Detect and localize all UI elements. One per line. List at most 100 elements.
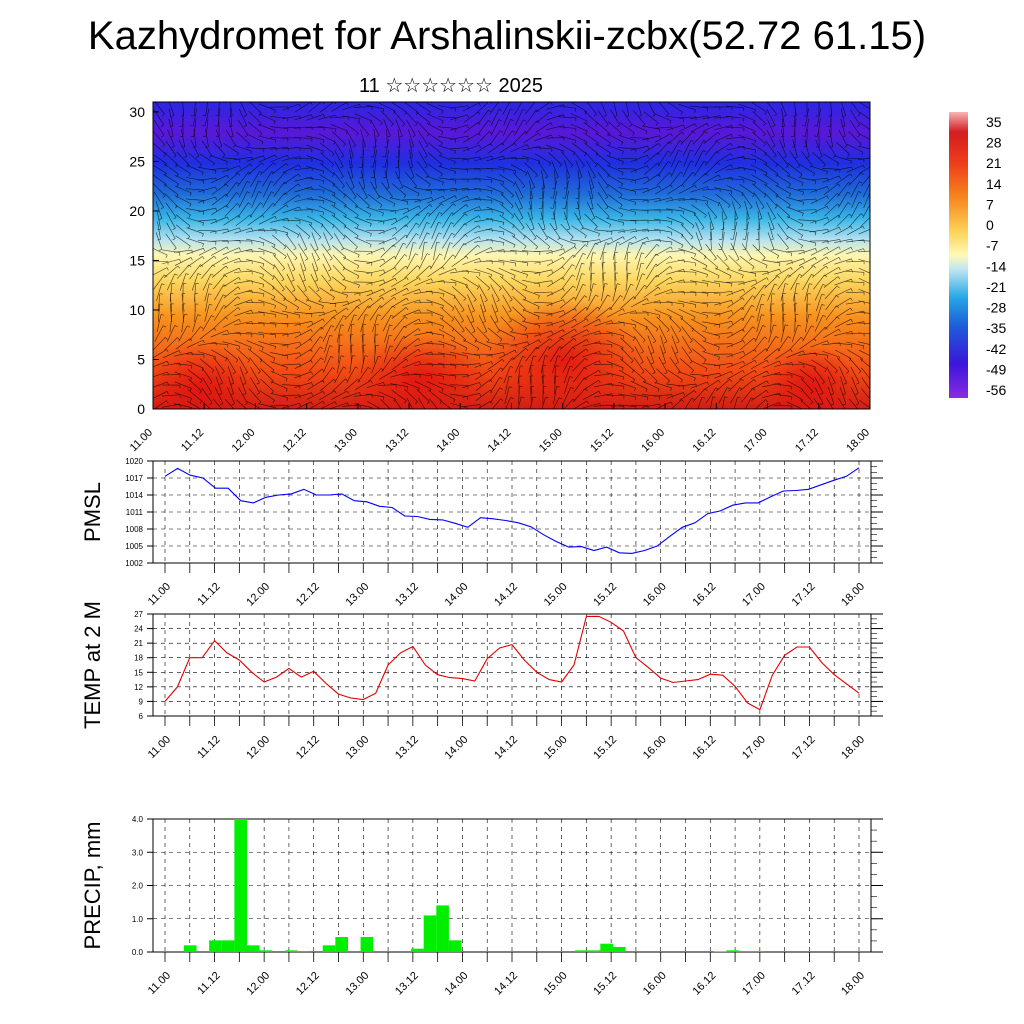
- wind-barb: [561, 151, 573, 166]
- wind-barb-flag: [689, 361, 693, 364]
- wind-barb: [571, 307, 587, 319]
- wind-barb: [715, 153, 731, 164]
- wind-barb: [863, 191, 870, 209]
- wind-barb: [342, 103, 360, 111]
- wind-barb: [438, 187, 456, 191]
- wind-barb: [775, 162, 791, 175]
- wind-barb-flag: [731, 300, 733, 304]
- wind-barb-flag: [522, 236, 526, 240]
- wind-barb: [823, 276, 839, 288]
- x-tick-label: 14.12: [492, 734, 520, 762]
- wind-barb: [666, 226, 684, 236]
- x-tick-label: 15.12: [591, 970, 619, 998]
- wind-barb-flag: [273, 244, 276, 248]
- wind-barb-flag: [382, 288, 385, 292]
- wind-barb-flag: [837, 276, 841, 280]
- wind-barb-flag: [821, 381, 825, 385]
- x-tick-label: 13.12: [393, 970, 421, 998]
- wind-barb-flag: [681, 317, 684, 321]
- wind-barb-flag: [173, 155, 177, 158]
- wind-barb: [678, 300, 696, 305]
- wind-barb-flag: [598, 319, 601, 323]
- wind-barb: [529, 190, 533, 209]
- precip-bar: [411, 948, 424, 952]
- wind-barb-flag: [201, 410, 203, 413]
- wind-barb-flag: [688, 351, 692, 354]
- wind-barb: [561, 347, 573, 362]
- wind-barb: [228, 376, 234, 394]
- wind-barb-flag: [779, 402, 781, 406]
- wind-barb-flag: [273, 130, 276, 134]
- wind-barb: [654, 289, 672, 296]
- wind-barb: [354, 113, 372, 122]
- wind-barb-flag: [162, 325, 167, 328]
- wind-barb-flag: [754, 109, 756, 113]
- wind-barb-flag: [609, 224, 612, 228]
- wind-barb-flag: [718, 174, 721, 178]
- x-tick-label: 11.00: [146, 581, 173, 608]
- wind-barb: [834, 269, 852, 275]
- wind-barb: [583, 132, 599, 144]
- wind-barb: [262, 191, 272, 208]
- chart-subtitle: 11 ☆☆☆☆☆☆ 2025: [359, 75, 543, 97]
- wind-barb: [211, 265, 227, 278]
- wind-barb: [630, 176, 648, 182]
- wind-barb-flag: [826, 171, 828, 175]
- wind-barb-flag: [333, 141, 336, 145]
- wind-barb-flag: [847, 191, 851, 194]
- wind-barb: [702, 267, 720, 276]
- wind-barb: [273, 254, 285, 269]
- x-tick-label: 17.00: [740, 581, 768, 609]
- wind-barb: [306, 188, 324, 191]
- wind-barb-flag: [790, 267, 793, 271]
- wind-barb: [576, 273, 582, 291]
- wind-barb-flag: [226, 256, 229, 260]
- wind-barb-flag: [859, 181, 863, 184]
- wind-barb: [450, 339, 468, 349]
- wind-barb-flag: [787, 336, 791, 339]
- wind-barb: [442, 212, 452, 229]
- wind-barb: [595, 132, 611, 144]
- wind-barb: [572, 244, 586, 259]
- wind-barb-flag: [491, 361, 493, 365]
- wind-barb: [406, 397, 414, 409]
- wind-barb-flag: [341, 155, 345, 158]
- wind-barb-flag: [522, 185, 526, 189]
- wind-barb: [753, 192, 765, 208]
- wind-barb: [498, 226, 516, 236]
- wind-barb-flag: [563, 310, 565, 314]
- wind-barb-flag: [166, 400, 169, 404]
- wind-barb: [859, 102, 870, 110]
- wind-barb: [450, 105, 468, 109]
- wind-barb-flag: [743, 146, 745, 150]
- wind-barb: [810, 352, 828, 356]
- x-tick-label: 14.12: [486, 427, 514, 455]
- wind-barb: [319, 214, 335, 226]
- wind-barb-flag: [873, 142, 874, 145]
- wind-barb: [347, 170, 355, 188]
- wind-barb: [607, 174, 623, 184]
- wind-barb-flag: [418, 205, 421, 209]
- wind-barb: [714, 164, 732, 174]
- wind-barb-flag: [566, 228, 571, 231]
- wind-barb: [498, 329, 516, 338]
- wind-barb: [751, 102, 767, 113]
- wind-barb-flag: [275, 407, 277, 409]
- wind-barb-flag: [322, 318, 325, 322]
- wind-barb-flag: [689, 340, 693, 343]
- wind-barb-flag: [827, 340, 829, 344]
- wind-barb-flag: [424, 166, 428, 169]
- wind-barb: [438, 281, 456, 284]
- wind-barb-flag: [794, 156, 798, 159]
- wind-barb-flag: [209, 381, 213, 385]
- wind-barb: [702, 115, 720, 120]
- wind-barb-flag: [569, 376, 573, 378]
- wind-barb: [594, 320, 612, 327]
- wind-barb-flag: [329, 345, 333, 347]
- wind-barb: [570, 133, 588, 143]
- wind-barb-flag: [442, 196, 445, 200]
- wind-barb-flag: [174, 273, 178, 276]
- wind-barb: [191, 273, 199, 291]
- wind-barb-flag: [801, 224, 804, 228]
- wind-barb: [826, 366, 836, 383]
